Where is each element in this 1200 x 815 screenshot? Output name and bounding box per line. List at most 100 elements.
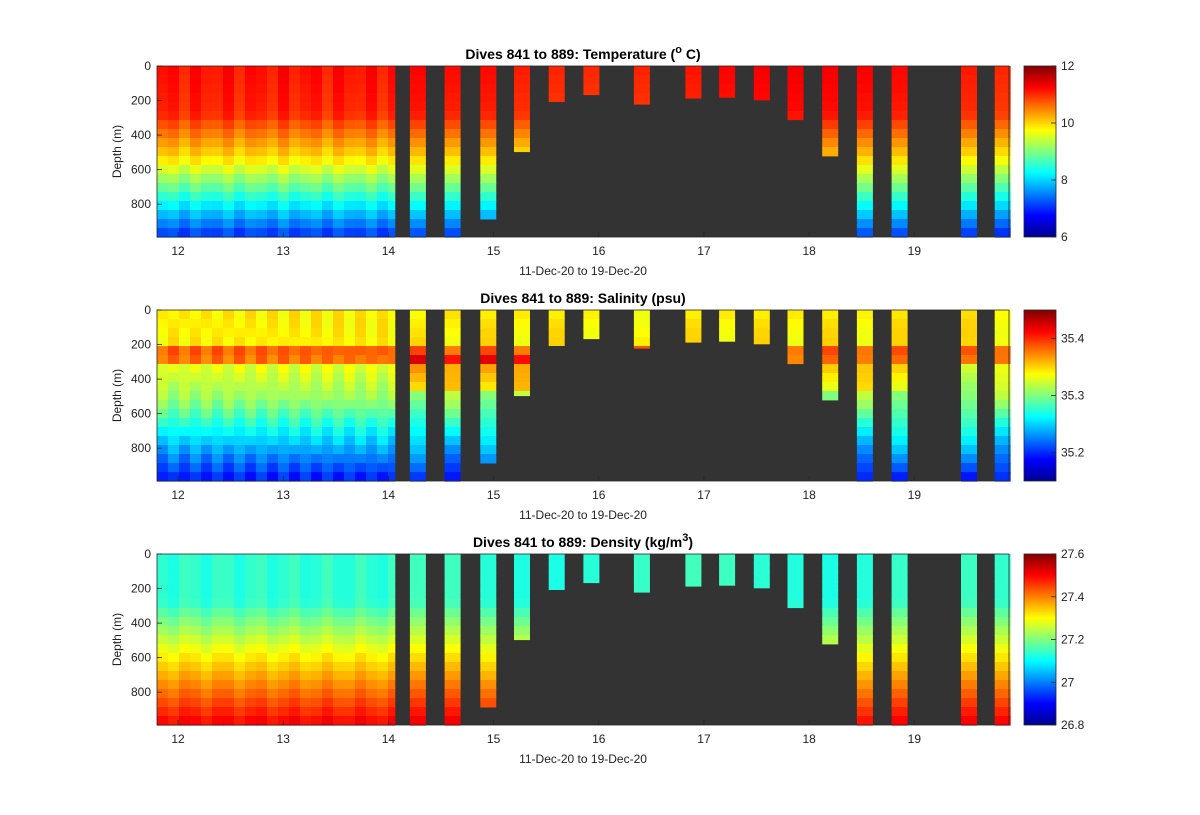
heat-cell <box>201 454 213 464</box>
heat-cell <box>822 364 839 374</box>
heat-cell <box>322 617 334 627</box>
heat-cell <box>961 590 977 600</box>
heat-cell <box>633 346 650 349</box>
heat-cell <box>322 554 334 564</box>
colorbar-tick-label: 27.2 <box>1061 633 1085 647</box>
heat-cell <box>480 75 497 85</box>
chart-title-suffix: ) <box>688 534 693 550</box>
heat-cell <box>278 671 290 681</box>
heat-cell <box>377 129 389 139</box>
heat-cell <box>179 716 191 726</box>
heat-cell <box>190 671 202 681</box>
heat-cell <box>994 391 1011 401</box>
heat-cell <box>234 581 246 591</box>
dive-profile-7 <box>633 554 650 593</box>
x-tick-label: 15 <box>487 732 501 746</box>
heat-cell <box>157 364 169 374</box>
heat-cell <box>355 626 367 636</box>
heat-cell <box>278 75 290 85</box>
heat-cell <box>480 111 497 121</box>
heat-cell <box>409 427 426 437</box>
heat-cell <box>300 689 312 699</box>
heat-cell <box>787 346 804 356</box>
dive-profile-5 <box>548 310 565 346</box>
heat-cell <box>278 581 290 591</box>
heat-cell <box>388 364 396 374</box>
heat-cell <box>891 599 908 609</box>
heat-cell <box>719 337 736 342</box>
heat-cell <box>157 319 169 329</box>
heat-cell <box>366 590 378 600</box>
axes-box <box>156 309 1010 482</box>
heat-cell <box>822 337 839 347</box>
heat-cell <box>201 147 213 157</box>
heat-cell <box>344 228 356 238</box>
heat-cell <box>300 626 312 636</box>
heat-cell <box>377 201 389 211</box>
heat-cell <box>190 635 202 645</box>
heat-cell <box>322 590 334 600</box>
heat-cell <box>300 93 312 103</box>
heat-cell <box>267 102 279 112</box>
heat-cell <box>891 427 908 437</box>
heat-cell <box>856 319 873 329</box>
heat-cell <box>994 120 1011 130</box>
heat-cell <box>388 617 396 627</box>
heat-cell <box>179 337 191 347</box>
heat-cell <box>377 698 389 708</box>
heat-cell <box>444 355 461 365</box>
heat-cell <box>377 563 389 573</box>
heat-cell <box>685 572 702 582</box>
heat-cell <box>822 382 839 392</box>
dive-profile-8 <box>685 310 702 343</box>
dive-profile-9 <box>719 66 736 98</box>
heat-cell <box>480 644 497 654</box>
heat-cell <box>223 463 235 473</box>
heat-cell <box>212 201 224 211</box>
heat-cell <box>267 391 279 401</box>
heat-cell <box>168 364 180 374</box>
heat-cell <box>480 66 497 76</box>
heat-cell <box>322 183 334 193</box>
heat-cell <box>856 102 873 112</box>
heat-cell <box>787 66 804 76</box>
heat-cell <box>256 346 268 356</box>
heat-cell <box>444 427 461 437</box>
heat-cell <box>278 436 290 446</box>
heat-cell <box>377 680 389 690</box>
heat-cell <box>444 707 461 717</box>
heat-cell <box>300 120 312 130</box>
heat-cell <box>245 138 257 148</box>
heat-cell <box>223 337 235 347</box>
heat-cell <box>856 472 873 482</box>
heat-cell <box>201 391 213 401</box>
heat-cell <box>388 84 396 94</box>
heat-cell <box>201 102 213 112</box>
heat-cell <box>961 626 977 636</box>
heat-cell <box>633 590 650 593</box>
heat-cell <box>179 210 191 220</box>
heat-cell <box>300 328 312 338</box>
heat-cell <box>278 391 290 401</box>
heat-cell <box>787 563 804 573</box>
heat-cell <box>190 201 202 211</box>
heat-cell <box>409 192 426 202</box>
heat-cell <box>856 445 873 455</box>
heat-cell <box>223 364 235 374</box>
heat-cell <box>245 445 257 455</box>
heat-cell <box>344 653 356 663</box>
heat-cell <box>355 644 367 654</box>
heat-cell <box>753 310 770 320</box>
heat-cell <box>311 228 323 238</box>
heat-cell <box>190 364 202 374</box>
heat-cell <box>300 183 312 193</box>
heat-cell <box>212 174 224 184</box>
heat-cell <box>514 84 530 94</box>
heat-cell <box>388 698 396 708</box>
heat-cell <box>480 400 497 410</box>
heat-cell <box>514 355 530 365</box>
dive-profile-13 <box>856 66 873 238</box>
heat-cell <box>300 436 312 446</box>
heat-cell <box>961 572 977 582</box>
heat-cell <box>190 382 202 392</box>
